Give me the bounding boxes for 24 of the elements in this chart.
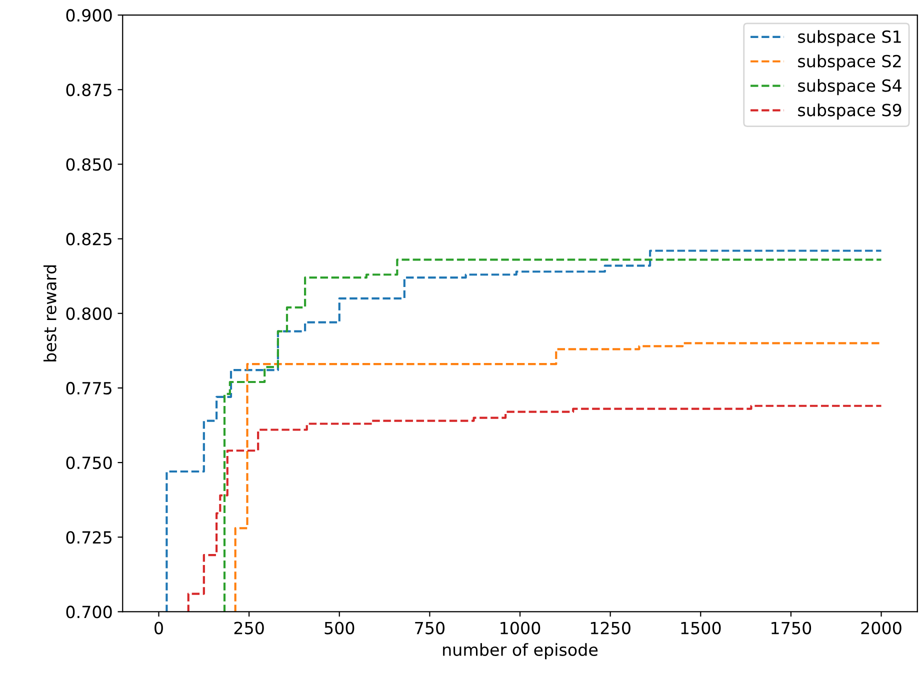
- x-tick-label: 1000: [500, 622, 540, 634]
- y-tick-label: 0.850: [66, 158, 112, 171]
- x-tick-label: 1750: [772, 622, 812, 634]
- y-tick-label: 0.875: [66, 84, 112, 96]
- y-tick-label: 0.725: [66, 531, 112, 544]
- x-axis-title: number of episode: [443, 643, 598, 660]
- y-tick-label: 0.750: [66, 456, 112, 470]
- y-tick-label: 0.825: [66, 232, 112, 246]
- x-tick-label: 0: [154, 622, 163, 634]
- legend-label: subspace S4: [798, 78, 902, 96]
- y-tick-label: 0.900: [66, 9, 112, 22]
- legend-label: subspace S9: [798, 103, 902, 120]
- y-axis-title: best reward: [44, 265, 56, 362]
- x-tick-label: 1500: [681, 622, 721, 634]
- y-tick-label: 0.700: [66, 606, 112, 618]
- legend-label: subspace S1: [798, 30, 901, 46]
- x-tick-label: 750: [415, 622, 444, 634]
- x-tick-label: 250: [234, 622, 264, 634]
- y-tick-label: 0.775: [66, 382, 112, 395]
- x-tick-label: 2000: [861, 622, 902, 634]
- y-tick-label: 0.800: [66, 307, 112, 320]
- legend-label: subspace S2: [798, 54, 901, 71]
- x-tick-label: 500: [324, 622, 354, 634]
- x-tick-label: 1250: [590, 622, 630, 634]
